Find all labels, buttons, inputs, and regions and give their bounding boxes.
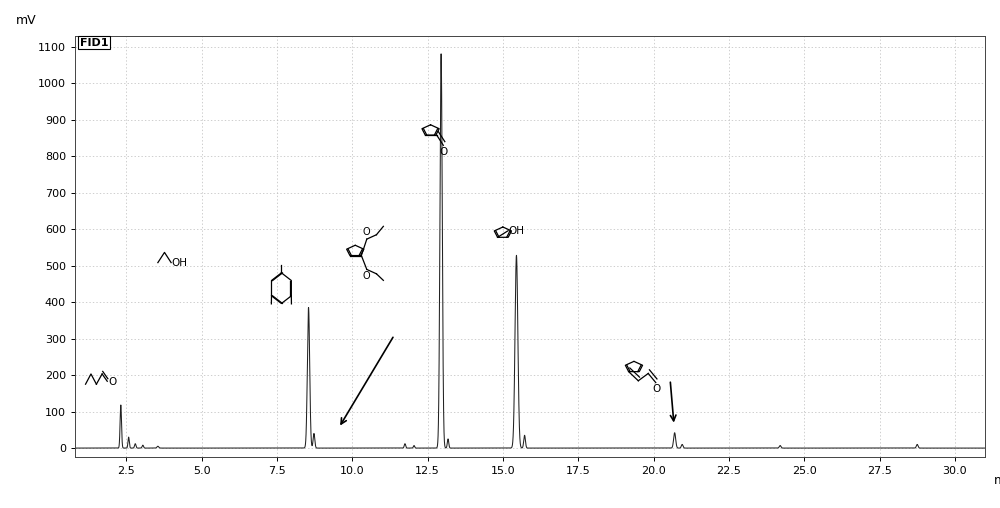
Text: min: min [994,474,1000,487]
Text: O: O [363,227,371,237]
Text: O: O [363,271,371,281]
Text: FID1: FID1 [80,38,108,48]
Text: O: O [652,385,660,394]
Text: OH: OH [509,226,525,236]
Text: OH: OH [172,258,188,268]
Text: O: O [440,147,448,157]
Text: mV: mV [16,14,36,27]
Text: O: O [108,377,116,388]
